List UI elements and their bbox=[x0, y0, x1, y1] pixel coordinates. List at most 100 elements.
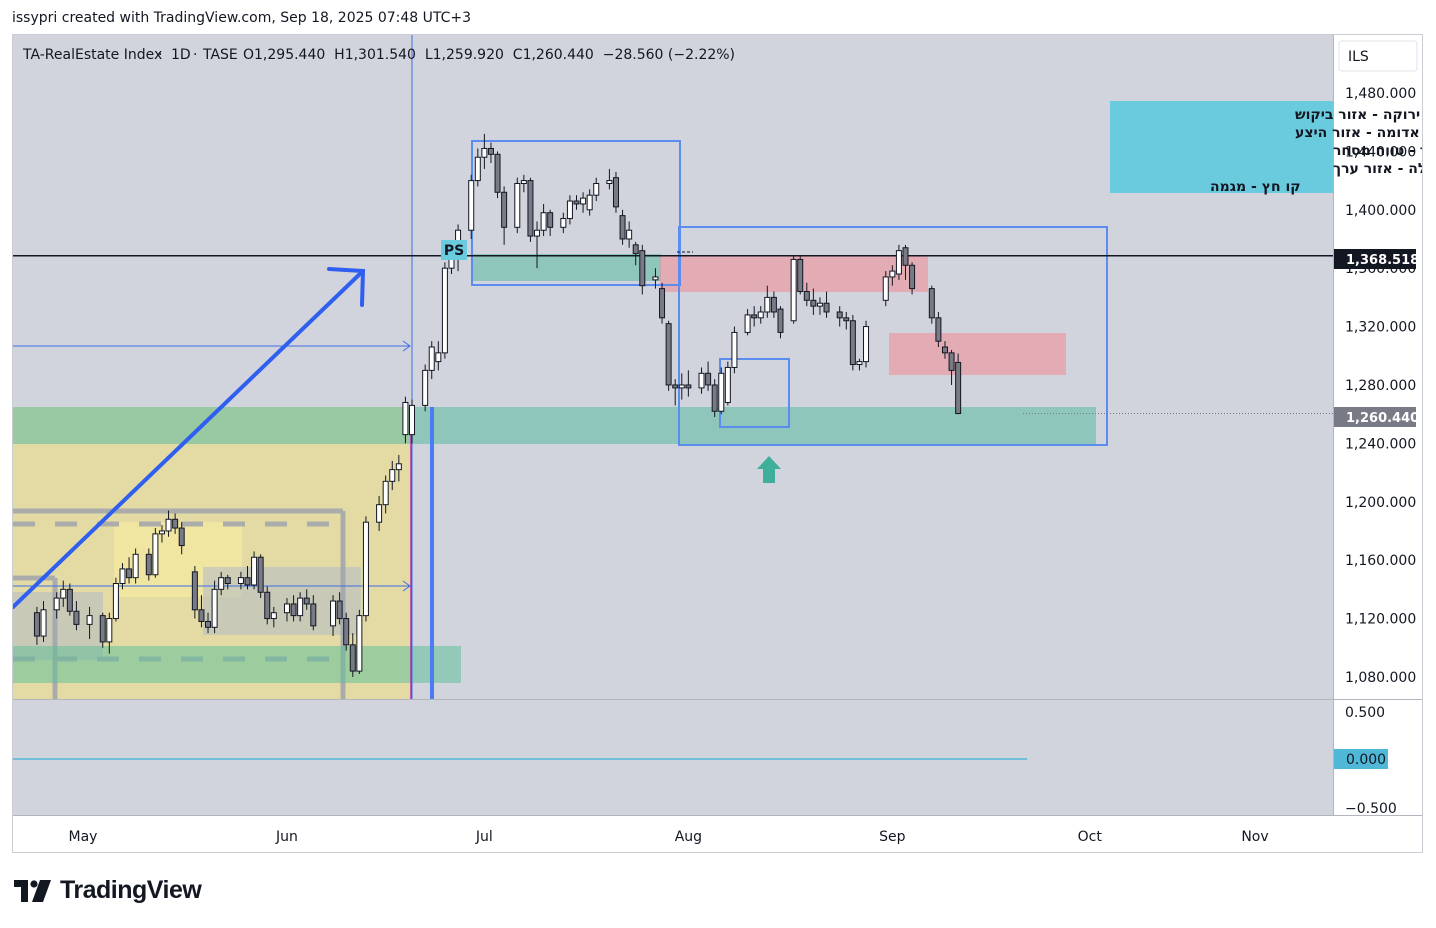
candle[interactable] bbox=[606, 168, 613, 190]
candle[interactable] bbox=[211, 580, 218, 634]
candle[interactable] bbox=[145, 548, 152, 581]
candlestick-chart[interactable]: PS רצועה ירוקה - אזור ביקוש רצועה אדומה … bbox=[11, 35, 1436, 852]
candle[interactable] bbox=[343, 612, 350, 651]
candle[interactable] bbox=[224, 574, 231, 590]
candle[interactable] bbox=[494, 151, 501, 199]
candle[interactable] bbox=[172, 513, 179, 534]
candle[interactable] bbox=[547, 209, 554, 237]
candle[interactable] bbox=[948, 349, 955, 385]
candle[interactable] bbox=[612, 171, 619, 213]
candle[interactable] bbox=[566, 195, 573, 225]
candle[interactable] bbox=[534, 221, 541, 269]
candle[interactable] bbox=[816, 297, 823, 315]
candle[interactable] bbox=[395, 455, 402, 482]
candle[interactable] bbox=[731, 326, 738, 374]
candle[interactable] bbox=[659, 282, 666, 324]
candle[interactable] bbox=[955, 353, 962, 415]
candle[interactable] bbox=[626, 221, 633, 248]
candle[interactable] bbox=[468, 174, 475, 239]
candle[interactable] bbox=[178, 522, 185, 555]
candle[interactable] bbox=[330, 595, 337, 637]
candle[interactable] bbox=[757, 306, 764, 324]
candle[interactable] bbox=[73, 601, 80, 631]
candle[interactable] bbox=[580, 192, 587, 213]
candle[interactable] bbox=[928, 285, 935, 324]
candle[interactable] bbox=[422, 364, 429, 412]
candle[interactable] bbox=[751, 306, 758, 327]
candle[interactable] bbox=[501, 186, 508, 245]
candle[interactable] bbox=[205, 612, 212, 634]
candle[interactable] bbox=[678, 373, 685, 400]
candle[interactable] bbox=[573, 195, 580, 210]
candle[interactable] bbox=[777, 306, 784, 339]
candle[interactable] bbox=[527, 177, 534, 242]
candle[interactable] bbox=[106, 612, 113, 654]
candle[interactable] bbox=[112, 577, 119, 622]
candle[interactable] bbox=[909, 262, 916, 295]
candle[interactable] bbox=[126, 557, 133, 584]
candle[interactable] bbox=[935, 311, 942, 348]
tradingview-logo[interactable]: TradingView bbox=[14, 876, 202, 905]
candle[interactable] bbox=[60, 580, 67, 607]
candle[interactable] bbox=[790, 256, 797, 324]
candle[interactable] bbox=[356, 609, 363, 675]
candle[interactable] bbox=[895, 244, 902, 280]
candle[interactable] bbox=[191, 565, 198, 619]
candle[interactable] bbox=[237, 571, 244, 590]
currency-button[interactable] bbox=[1338, 40, 1418, 72]
candle[interactable] bbox=[198, 595, 205, 628]
candle[interactable] bbox=[297, 592, 304, 622]
candle[interactable] bbox=[336, 592, 343, 625]
candle[interactable] bbox=[389, 460, 396, 491]
candle[interactable] bbox=[744, 309, 751, 336]
candle[interactable] bbox=[810, 288, 817, 315]
candle[interactable] bbox=[33, 606, 40, 645]
candle[interactable] bbox=[251, 551, 258, 590]
candle[interactable] bbox=[902, 244, 909, 280]
candle[interactable] bbox=[409, 399, 415, 444]
candle[interactable] bbox=[303, 589, 310, 610]
candle[interactable] bbox=[119, 563, 126, 590]
candle[interactable] bbox=[270, 606, 277, 628]
candle[interactable] bbox=[619, 209, 626, 245]
chart-container[interactable]: PS רצועה ירוקה - אזור ביקוש רצועה אדומה … bbox=[11, 34, 1436, 853]
candle[interactable] bbox=[941, 341, 948, 359]
candle[interactable] bbox=[152, 528, 159, 578]
candle[interactable] bbox=[382, 475, 389, 514]
candle[interactable] bbox=[882, 271, 889, 307]
candle[interactable] bbox=[705, 361, 712, 391]
candle[interactable] bbox=[639, 244, 646, 295]
candle[interactable] bbox=[362, 516, 369, 622]
candle[interactable] bbox=[856, 358, 863, 371]
candle[interactable] bbox=[803, 282, 810, 307]
candle[interactable] bbox=[481, 133, 488, 169]
candle[interactable] bbox=[428, 341, 435, 380]
candle[interactable] bbox=[264, 586, 271, 625]
candle[interactable] bbox=[770, 291, 777, 318]
candle[interactable] bbox=[711, 379, 718, 418]
candle[interactable] bbox=[889, 265, 896, 286]
candle[interactable] bbox=[290, 595, 297, 622]
candle[interactable] bbox=[487, 142, 494, 164]
candle[interactable] bbox=[158, 525, 165, 543]
candle[interactable] bbox=[441, 262, 448, 359]
candle[interactable] bbox=[724, 361, 731, 406]
candle[interactable] bbox=[257, 554, 264, 599]
candle[interactable] bbox=[863, 320, 870, 368]
candle[interactable] bbox=[849, 314, 856, 371]
candle[interactable] bbox=[718, 367, 725, 415]
candle[interactable] bbox=[698, 367, 705, 394]
candle[interactable] bbox=[823, 291, 830, 318]
candle[interactable] bbox=[40, 601, 47, 642]
candle[interactable] bbox=[540, 203, 547, 237]
candle[interactable] bbox=[514, 177, 521, 234]
candle[interactable] bbox=[435, 341, 442, 371]
candle[interactable] bbox=[797, 256, 804, 295]
candle[interactable] bbox=[586, 189, 593, 216]
candle[interactable] bbox=[520, 174, 527, 193]
candle[interactable] bbox=[376, 495, 383, 531]
candle[interactable] bbox=[283, 598, 290, 622]
candle[interactable] bbox=[86, 606, 93, 639]
candle[interactable] bbox=[685, 370, 692, 397]
candle[interactable] bbox=[672, 379, 679, 406]
